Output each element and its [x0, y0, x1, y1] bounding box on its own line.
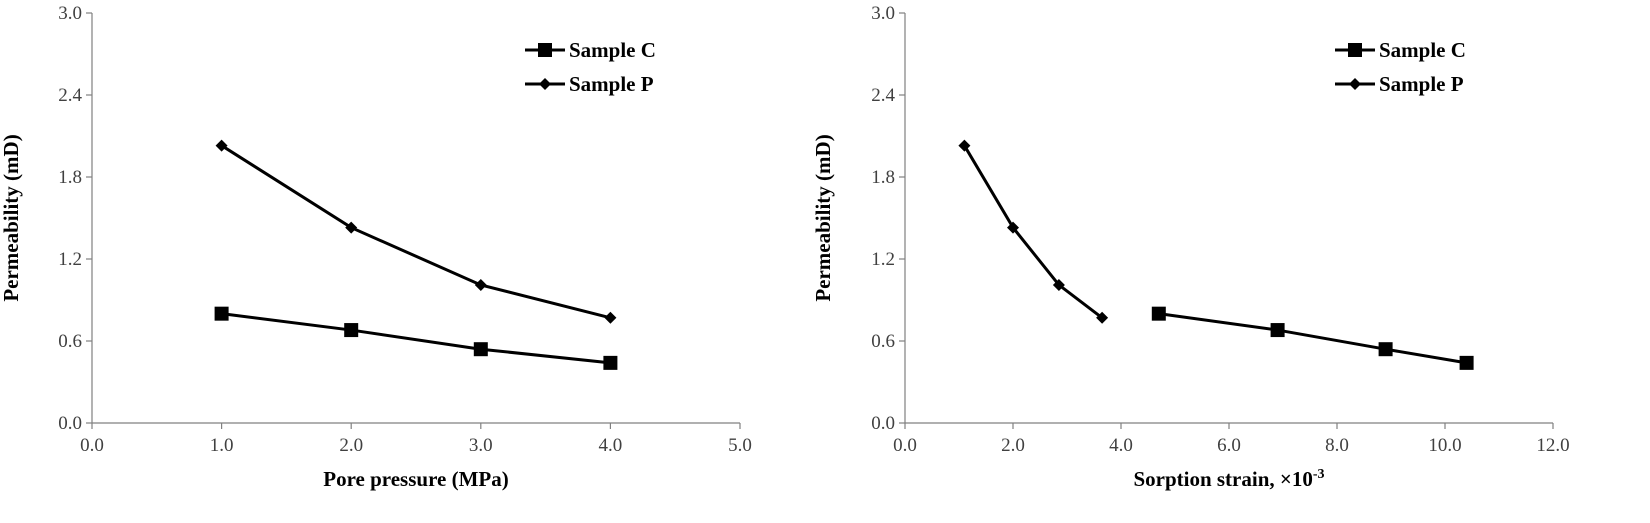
y-tick-label: 0.6 [58, 331, 82, 352]
legend-marker-2 [1349, 78, 1361, 90]
data-point-2-4 [1096, 311, 1109, 324]
y-tick-label: 3.0 [58, 3, 82, 24]
series-line-2 [220, 144, 611, 320]
y-tick-label: 0.0 [58, 413, 82, 434]
data-point-1-2 [1270, 323, 1285, 338]
x-tick-label: 12.0 [1536, 435, 1569, 456]
y-tick-label: 0.6 [871, 331, 895, 352]
x-tick-label: 6.0 [1217, 435, 1241, 456]
y-tick-label: 1.8 [58, 167, 82, 188]
y-axis-title: Permeability (mD) [811, 134, 835, 301]
series-line-1 [221, 312, 611, 365]
legend-marker-1 [538, 43, 552, 57]
legend-label-2: Sample P [569, 72, 654, 96]
data-point-1-1 [1151, 306, 1166, 321]
data-point-2-1 [215, 139, 228, 152]
y-tick-label: 2.4 [871, 85, 895, 106]
y-tick-label: 2.4 [58, 85, 82, 106]
y-tick-label: 1.8 [871, 167, 895, 188]
x-tick-label: 4.0 [1109, 435, 1133, 456]
data-point-2-3 [474, 278, 487, 291]
legend-marker-1 [1348, 43, 1362, 57]
data-point-2-1 [958, 139, 971, 152]
data-point-1-3 [1378, 342, 1393, 357]
x-tick-label: 1.0 [210, 435, 234, 456]
chart-panel-2: 0.0 0.6 1.2 1.8 2.4 3.0 0.0 2.0 4.0 6.0 8.0 10.0 12.… [811, 3, 1570, 491]
x-tick-label: 3.0 [469, 435, 493, 456]
data-point-1-4 [603, 355, 618, 370]
y-tick-label: 1.2 [871, 249, 895, 270]
x-tick-label: 8.0 [1325, 435, 1349, 456]
x-tick-label: 4.0 [599, 435, 623, 456]
data-point-1-1 [214, 306, 229, 321]
data-point-2-4 [604, 311, 617, 324]
x-tick-label: 10.0 [1428, 435, 1461, 456]
legend-marker-2 [539, 78, 551, 90]
legend-label-1: Sample C [569, 38, 656, 62]
data-point-1-3 [473, 342, 488, 357]
x-tick-label: 2.0 [339, 435, 363, 456]
legend-label-2: Sample P [1379, 72, 1464, 96]
y-tick-label: 1.2 [58, 249, 82, 270]
x-axis-title-superscript: -3 [1313, 467, 1325, 482]
x-tick-label: 5.0 [728, 435, 752, 456]
y-axis-title: Permeability (mD) [0, 134, 23, 301]
chart-panel-1: 0.0 0.6 1.2 1.8 2.4 3.0 0.0 1.0 2.0 3.0 4.0 5.0 Pore… [0, 3, 752, 491]
legend-label-1: Sample C [1379, 38, 1466, 62]
data-point-2-3 [1052, 278, 1065, 291]
y-tick-label: 0.0 [871, 413, 895, 434]
data-point-1-4 [1459, 355, 1474, 370]
data-point-2-2 [1007, 221, 1019, 234]
x-tick-label: 2.0 [1001, 435, 1025, 456]
x-tick-label: 0.0 [893, 435, 917, 456]
data-point-1-2 [344, 323, 359, 338]
x-axis-title: Sorption strain, ×10-3 [1133, 467, 1324, 491]
y-tick-label: 3.0 [871, 3, 895, 24]
series-line-1 [1158, 312, 1467, 365]
data-point-2-2 [345, 221, 358, 234]
x-axis-title: Pore pressure (MPa) [323, 467, 508, 491]
series-line-2 [963, 144, 1104, 319]
x-tick-label: 0.0 [80, 435, 104, 456]
